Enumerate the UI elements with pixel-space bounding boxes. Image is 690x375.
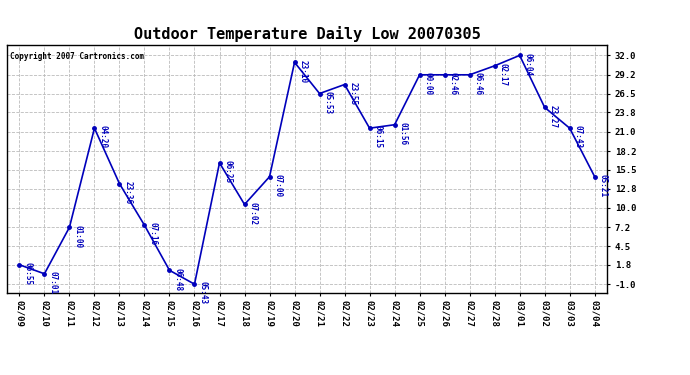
Text: Copyright 2007 Cartronics.com: Copyright 2007 Cartronics.com [10, 53, 144, 62]
Text: 04:20: 04:20 [99, 125, 108, 148]
Text: 01:56: 01:56 [399, 122, 408, 145]
Text: 07:02: 07:02 [248, 202, 257, 225]
Text: 06:46: 06:46 [474, 72, 483, 95]
Title: Outdoor Temperature Daily Low 20070305: Outdoor Temperature Daily Low 20070305 [134, 27, 480, 42]
Text: 07:01: 07:01 [48, 271, 57, 294]
Text: 06:48: 06:48 [174, 267, 183, 291]
Text: 02:46: 02:46 [448, 72, 457, 95]
Text: 02:17: 02:17 [499, 63, 508, 86]
Text: 06:04: 06:04 [524, 53, 533, 76]
Text: 06:55: 06:55 [23, 262, 32, 285]
Text: 05:21: 05:21 [599, 174, 608, 197]
Text: 23:36: 23:36 [124, 181, 132, 204]
Text: 07:43: 07:43 [574, 125, 583, 148]
Text: 07:16: 07:16 [148, 222, 157, 246]
Text: 23:55: 23:55 [348, 82, 357, 105]
Text: 06:25: 06:25 [224, 160, 233, 183]
Text: 23:10: 23:10 [299, 60, 308, 82]
Text: 06:15: 06:15 [374, 125, 383, 148]
Text: 00:00: 00:00 [424, 72, 433, 95]
Text: 23:27: 23:27 [549, 105, 558, 128]
Text: 01:00: 01:00 [74, 225, 83, 248]
Text: 07:00: 07:00 [274, 174, 283, 197]
Text: 05:43: 05:43 [199, 281, 208, 304]
Text: 05:53: 05:53 [324, 91, 333, 114]
